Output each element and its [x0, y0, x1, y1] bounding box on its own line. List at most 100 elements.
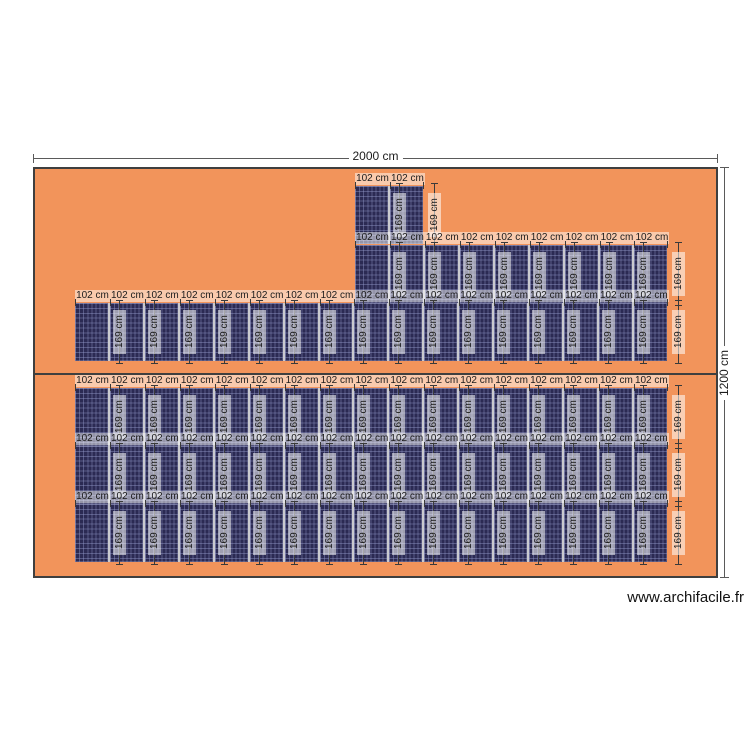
total-width-label: 2000 cm	[348, 149, 403, 163]
panel-width-label: 102 cm	[424, 433, 460, 445]
dim-tick	[144, 384, 146, 391]
dim-tick	[604, 501, 612, 502]
dim-tick	[494, 241, 496, 248]
panel-width-label: 102 cm	[75, 491, 110, 503]
dim-tick	[395, 564, 403, 565]
panel-height-label: 169 cm	[147, 511, 161, 555]
dim-tick	[319, 500, 321, 507]
dim-tick	[150, 385, 158, 386]
dim-tick	[430, 564, 438, 565]
dim-tick	[319, 442, 321, 449]
panel-width-label: 102 cm	[389, 491, 425, 503]
panel-width-label: 102 cm	[144, 491, 180, 503]
dim-tick	[185, 443, 193, 444]
panel-width-label: 102 cm	[459, 290, 495, 302]
dim-tick	[179, 442, 181, 449]
dim-tick	[214, 500, 216, 507]
dim-tick	[109, 500, 111, 507]
dim-tick	[564, 384, 566, 391]
dim-tick	[284, 384, 286, 391]
panel-width-label: 102 cm	[564, 433, 599, 445]
dim-tick	[570, 385, 578, 386]
dim-tick	[564, 299, 566, 306]
dim-tick	[109, 299, 111, 306]
dim-tick	[604, 385, 612, 386]
dim-tick	[500, 501, 508, 502]
panel-width-label: 102 cm	[109, 375, 145, 387]
panel-width-label: 102 cm	[424, 290, 460, 302]
panel-height-label: 169 cm	[532, 511, 546, 555]
panel-height-label: 169 cm	[427, 310, 441, 354]
panel-height-label: 169 cm	[252, 310, 266, 354]
panel-width-label: 102 cm	[564, 375, 599, 387]
dim-tick	[598, 500, 600, 507]
panel-height-label: 169 cm	[671, 511, 685, 555]
panel-width-label: 102 cm	[633, 375, 669, 387]
dim-tick	[430, 363, 438, 364]
panel-width-label: 102 cm	[144, 290, 180, 302]
dim-tick	[535, 242, 543, 243]
dim-tick	[360, 443, 368, 444]
dim-tick	[570, 242, 578, 243]
panel-width-label: 102 cm	[75, 290, 110, 302]
panel-height-label: 169 cm	[671, 395, 685, 439]
panel-width-label: 102 cm	[459, 491, 495, 503]
dim-tick	[185, 300, 193, 301]
dim-tick	[290, 363, 298, 364]
panel-width-label: 102 cm	[494, 232, 530, 244]
dim-tick	[150, 443, 158, 444]
dim-tick	[529, 384, 531, 391]
dim-tick	[360, 300, 368, 301]
panel-height-label: 169 cm	[497, 511, 511, 555]
dim-tick	[290, 385, 298, 386]
panel-height-label: 169 cm	[357, 310, 371, 354]
dim-tick	[459, 500, 461, 507]
dim-tick	[529, 299, 531, 306]
panel-width-label: 102 cm	[144, 433, 180, 445]
dim-tick	[430, 443, 438, 444]
panel-height-label: 169 cm	[427, 193, 441, 237]
solar-panel[interactable]	[75, 303, 108, 361]
panel-width-label: 102 cm	[179, 290, 215, 302]
dim-tick	[395, 183, 403, 184]
dim-tick	[422, 182, 424, 189]
dim-tick	[255, 443, 263, 444]
dim-tick	[325, 501, 333, 502]
dim-tick	[220, 363, 228, 364]
dim-tick	[570, 363, 578, 364]
panel-width-label: 102 cm	[354, 491, 390, 503]
dim-tick	[465, 501, 473, 502]
panel-width-label: 102 cm	[284, 491, 320, 503]
dim-tick	[666, 500, 668, 507]
panel-height-label: 169 cm	[182, 310, 196, 354]
panel-width-label: 102 cm	[389, 433, 425, 445]
dim-tick	[598, 384, 600, 391]
dim-tick	[465, 300, 473, 301]
panel-width-label: 102 cm	[249, 433, 285, 445]
dim-tick	[179, 299, 181, 306]
panel-height-label: 169 cm	[252, 511, 266, 555]
dim-tick	[633, 442, 635, 449]
panel-width-label: 102 cm	[529, 375, 564, 387]
dim-tick	[529, 442, 531, 449]
dim-tick	[185, 363, 193, 364]
dim-tick	[424, 384, 426, 391]
dim-tick	[570, 501, 578, 502]
panel-height-label: 169 cm	[392, 193, 406, 237]
dim-tick	[430, 300, 438, 301]
panel-height-label: 169 cm	[567, 511, 581, 555]
dim-end-tick	[720, 167, 729, 168]
panel-width-label: 102 cm	[354, 433, 390, 445]
dim-tick	[465, 242, 473, 243]
dim-tick	[605, 242, 613, 243]
dim-tick	[395, 385, 403, 386]
dim-tick	[395, 242, 403, 243]
dim-tick	[249, 384, 251, 391]
panel-width-label: 102 cm	[214, 375, 250, 387]
solar-panel[interactable]	[75, 504, 108, 562]
panel-width-label: 102 cm	[633, 491, 669, 503]
dim-tick	[325, 564, 333, 565]
dim-tick	[667, 241, 669, 248]
panel-width-label: 102 cm	[424, 232, 460, 244]
